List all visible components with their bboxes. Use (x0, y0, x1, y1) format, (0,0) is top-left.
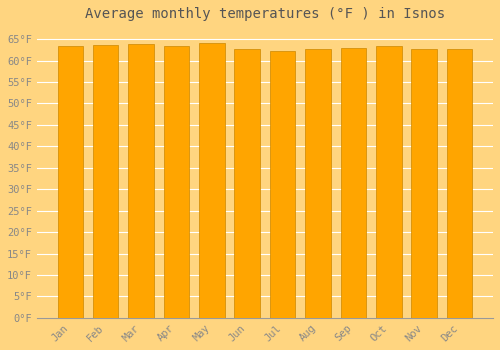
Bar (164, 46, 189, 318)
Bar (340, 48, 366, 318)
Bar (447, 49, 472, 318)
Bar (306, 49, 331, 318)
Bar (199, 43, 224, 318)
Bar (412, 49, 437, 318)
Bar (376, 46, 402, 318)
Title: Average monthly temperatures (°F ) in Isnos: Average monthly temperatures (°F ) in Is… (85, 7, 445, 21)
Bar (58, 46, 83, 318)
Bar (234, 49, 260, 318)
Bar (93, 45, 118, 318)
Bar (128, 44, 154, 318)
Bar (270, 51, 295, 318)
